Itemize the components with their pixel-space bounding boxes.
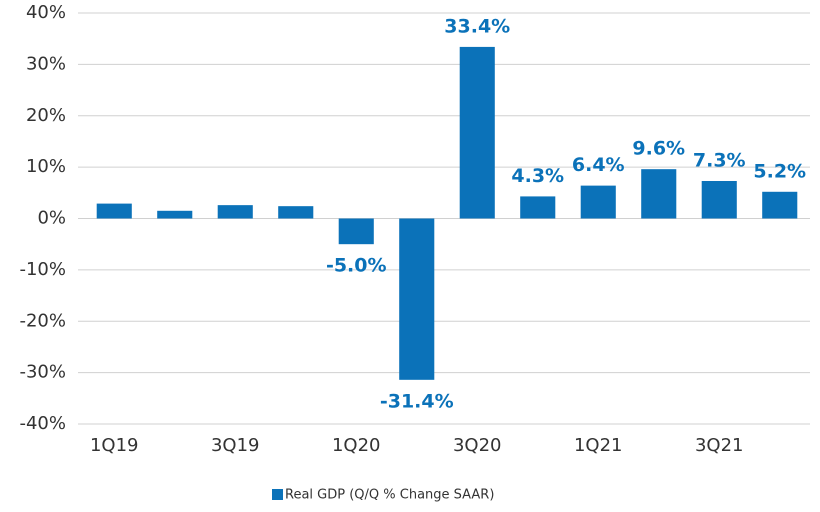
bar (459, 46, 495, 219)
value-label: 33.4% (444, 15, 510, 37)
bar (278, 206, 314, 219)
y-tick-label: -40% (19, 413, 66, 434)
bar (399, 218, 435, 380)
y-tick-label: 10% (26, 156, 66, 177)
value-label: 5.2% (753, 160, 806, 182)
y-tick-label: 30% (26, 53, 66, 74)
y-tick-label: 0% (37, 208, 66, 229)
value-label: 9.6% (632, 138, 685, 160)
x-tick-label: 3Q20 (453, 435, 502, 456)
y-tick-label: 40% (26, 2, 66, 23)
y-tick-label: -30% (19, 362, 66, 383)
y-tick-label: -10% (19, 259, 66, 280)
value-label: 7.3% (693, 149, 746, 171)
legend-label: Real GDP (Q/Q % Change SAAR) (285, 488, 494, 503)
bar (520, 196, 556, 219)
x-tick-label: 1Q21 (574, 435, 623, 456)
x-tick-label: 1Q20 (332, 435, 381, 456)
value-label: -31.4% (380, 390, 454, 412)
legend-swatch (272, 489, 283, 500)
x-tick-label: 3Q19 (211, 435, 260, 456)
value-label: 4.3% (511, 165, 564, 187)
bar (701, 180, 737, 219)
value-label: 6.4% (572, 154, 625, 176)
y-tick-label: 20% (26, 105, 66, 126)
x-tick-label: 3Q21 (695, 435, 744, 456)
value-label: -5.0% (326, 255, 387, 277)
bar (641, 169, 677, 219)
bar (338, 218, 374, 245)
bar (157, 210, 193, 219)
bar (96, 203, 132, 219)
y-tick-label: -20% (19, 310, 66, 331)
bar (580, 185, 616, 219)
bar (217, 205, 253, 219)
bar (762, 191, 798, 219)
x-tick-label: 1Q19 (90, 435, 139, 456)
